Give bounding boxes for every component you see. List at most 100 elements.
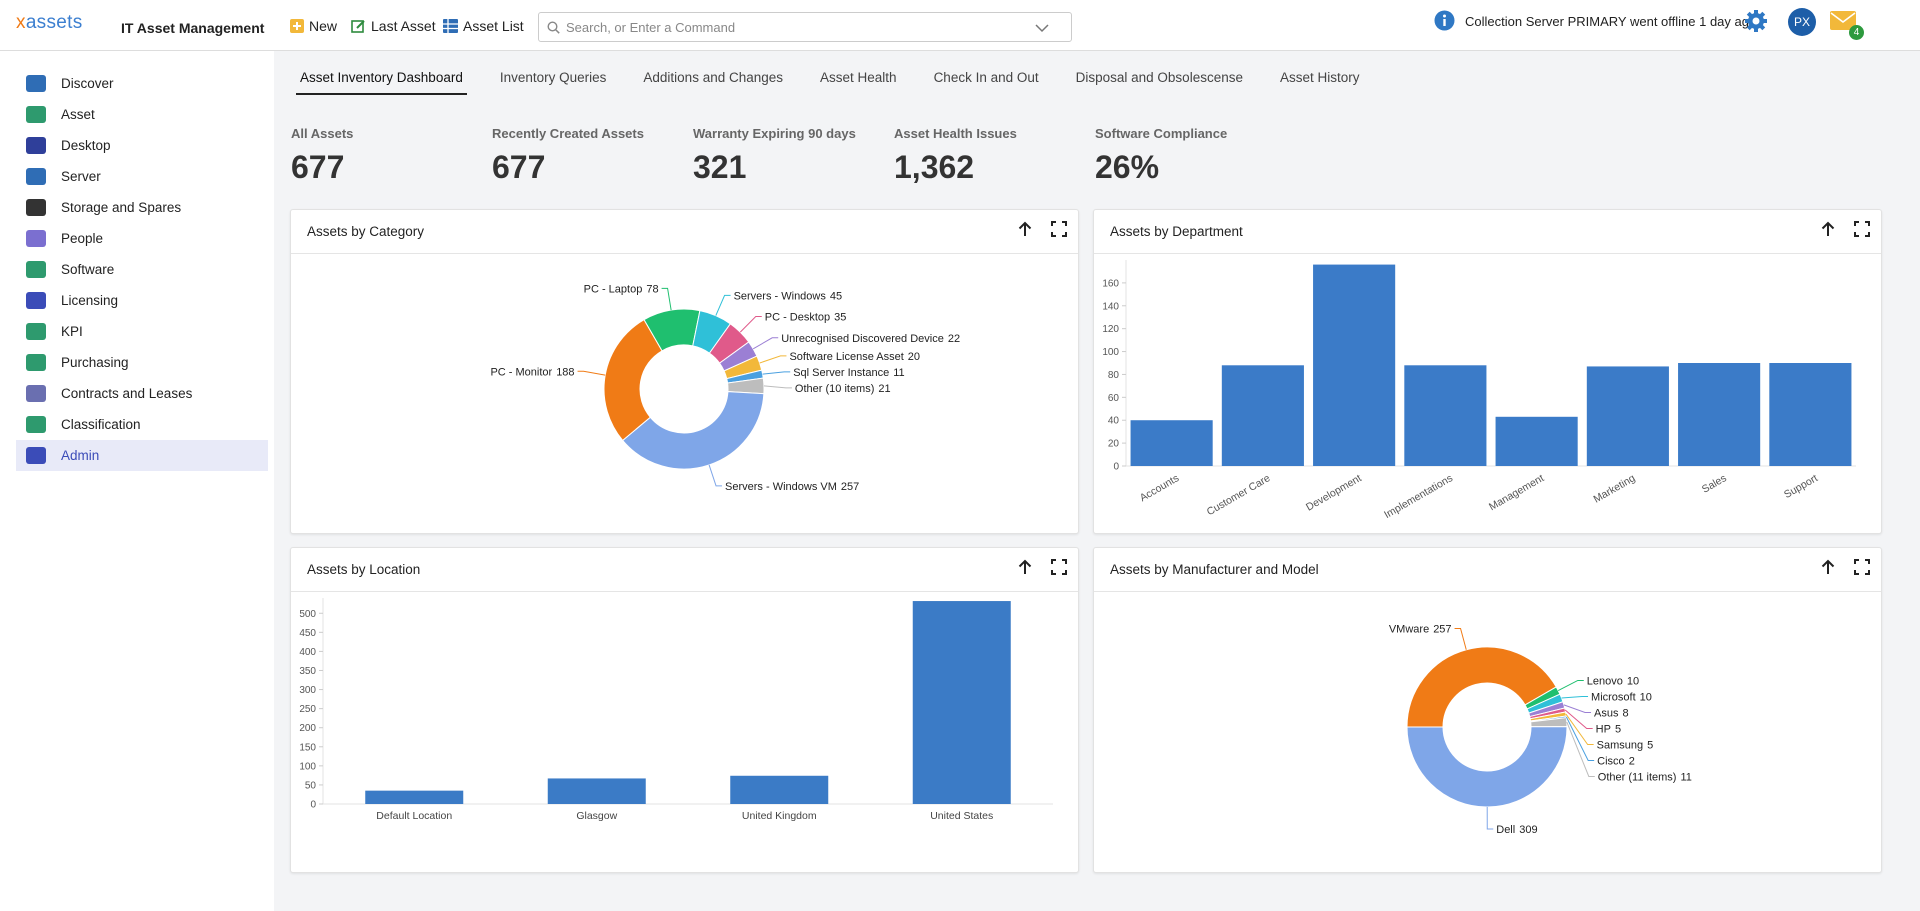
nav-icon <box>26 323 46 340</box>
nav-label: KPI <box>61 324 83 339</box>
x-tick-label: Glasgow <box>576 810 617 822</box>
nav-item[interactable]: Purchasing <box>16 347 268 378</box>
action-label: Asset List <box>463 18 524 34</box>
slice-label: Microsoft 10 <box>1591 691 1652 703</box>
y-tick-label: 200 <box>299 723 316 734</box>
nav-item[interactable]: Discover <box>16 68 268 99</box>
slice-value: 8 <box>1622 707 1628 719</box>
panel-icons <box>1819 220 1871 238</box>
nav-label: Asset <box>61 107 95 122</box>
x-tick-label: Accounts <box>1138 472 1181 504</box>
mail-badge: 4 <box>1849 25 1864 40</box>
tab[interactable]: Asset Inventory Dashboard <box>296 68 467 95</box>
slice-value: 257 <box>1433 623 1451 635</box>
panel-title: Assets by Location <box>307 562 421 577</box>
up-button[interactable] <box>1819 220 1837 238</box>
slice-value: 2 <box>1629 755 1635 767</box>
slice-label: PC - Desktop 35 <box>765 312 847 324</box>
expand-icon <box>1051 559 1067 575</box>
expand-button[interactable] <box>1050 220 1068 238</box>
tab[interactable]: Check In and Out <box>933 70 1039 85</box>
tab[interactable]: Asset Health <box>820 70 897 85</box>
up-button[interactable] <box>1819 558 1837 576</box>
slice-label: PC - Monitor 188 <box>490 366 574 378</box>
bar <box>365 790 464 804</box>
kpi-value: 321 <box>693 149 747 185</box>
expand-button[interactable] <box>1050 558 1068 576</box>
tab[interactable]: Additions and Changes <box>643 70 784 85</box>
x-tick-label: Marketing <box>1591 472 1637 506</box>
nav-item[interactable]: Classification <box>16 409 268 440</box>
nav-item[interactable]: Asset <box>16 99 268 130</box>
slice-value: 22 <box>948 333 960 345</box>
tab[interactable]: Inventory Queries <box>499 70 607 85</box>
panel-header: Assets by Location <box>291 548 1078 592</box>
search-box[interactable]: Search, or Enter a Command <box>538 12 1072 42</box>
slice-label: Sql Server Instance 11 <box>793 367 904 379</box>
x-tick-label: Support <box>1782 472 1820 501</box>
up-button[interactable] <box>1016 558 1034 576</box>
nav-item[interactable]: Server <box>16 161 268 192</box>
expand-button[interactable] <box>1853 220 1871 238</box>
kpi: Software Compliance 26% <box>1095 126 1227 186</box>
last-asset-button[interactable]: Last Asset <box>351 18 436 34</box>
bar <box>912 601 1011 804</box>
info-icon[interactable] <box>1434 10 1455 31</box>
asset-list-button[interactable]: Asset List <box>443 18 524 34</box>
nav-item[interactable]: People <box>16 223 268 254</box>
logo[interactable]: xassets <box>16 12 83 33</box>
slice-label: Lenovo 10 <box>1587 675 1639 687</box>
slice-value: 35 <box>834 312 846 324</box>
up-arrow <box>1821 221 1835 236</box>
slice-value: 188 <box>556 366 574 378</box>
nav-label: Storage and Spares <box>61 200 182 215</box>
y-tick-label: 40 <box>1108 416 1120 427</box>
pie-slice <box>603 319 663 442</box>
main: Asset Inventory Dashboard Inventory Queri… <box>274 51 1920 911</box>
settings-icon[interactable] <box>1744 9 1768 33</box>
slice-value: 10 <box>1640 691 1652 703</box>
nav-item[interactable]: Desktop <box>16 130 268 161</box>
bar <box>1495 416 1578 466</box>
up-button[interactable] <box>1016 220 1034 238</box>
new-icon <box>290 19 304 33</box>
label-connector <box>739 316 762 333</box>
x-tick-label: Management <box>1487 472 1546 513</box>
nav-label: Contracts and Leases <box>61 386 193 401</box>
mail-icon[interactable] <box>1830 11 1856 30</box>
nav-icon <box>26 168 46 185</box>
x-tick-label: United States <box>930 810 993 822</box>
expand-button[interactable] <box>1853 558 1871 576</box>
label-connector <box>661 287 672 311</box>
nav-item[interactable]: Storage and Spares <box>16 192 268 223</box>
bar <box>730 775 829 804</box>
label-connector <box>1561 695 1589 699</box>
slice-name: PC - Laptop <box>584 283 643 295</box>
new-button[interactable]: New <box>290 18 337 34</box>
label-connector <box>715 294 731 316</box>
nav-icon <box>26 106 46 123</box>
nav-item[interactable]: KPI <box>16 316 268 347</box>
slice-name: VMware <box>1389 623 1429 635</box>
nav-item[interactable]: Software <box>16 254 268 285</box>
nav-item[interactable]: Admin <box>16 440 268 471</box>
label-connector <box>1565 713 1594 745</box>
avatar[interactable]: PX <box>1788 8 1816 36</box>
notification-text: Collection Server PRIMARY went offline 1… <box>1465 14 1757 29</box>
y-tick-label: 100 <box>1102 347 1119 358</box>
nav-item[interactable]: Licensing <box>16 285 268 316</box>
tab[interactable]: Disposal and Obsolescense <box>1075 70 1243 85</box>
nav-item[interactable]: Contracts and Leases <box>16 378 268 409</box>
x-tick-label: United Kingdom <box>742 810 817 822</box>
y-tick-label: 0 <box>310 800 316 811</box>
slice-label: HP 5 <box>1596 723 1621 735</box>
kpi-label: All Assets <box>291 126 354 141</box>
tab[interactable]: Asset History <box>1279 70 1360 85</box>
nav-icon <box>26 447 46 464</box>
nav-icon <box>26 354 46 371</box>
up-arrow <box>1821 559 1835 574</box>
panel-header: Assets by Manufacturer and Model <box>1094 548 1881 592</box>
nav-label: Desktop <box>61 138 111 153</box>
chart: 0 50 100 150 200 250 300 350 400 450 500 Default Lo… <box>299 598 1053 822</box>
